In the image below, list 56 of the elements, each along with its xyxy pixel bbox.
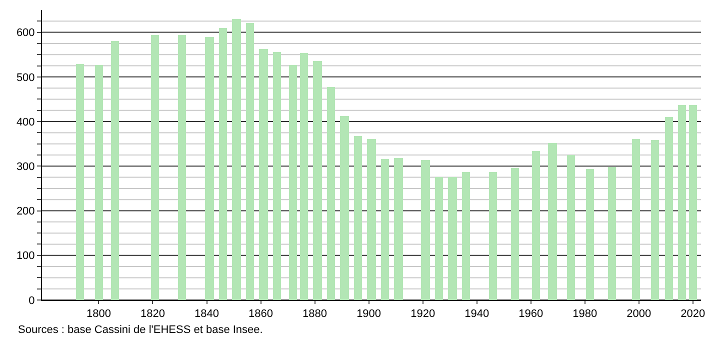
bar — [219, 28, 227, 300]
x-tick-label: 2020 — [680, 308, 706, 320]
bar — [381, 159, 389, 300]
y-tick-label: 0 — [28, 294, 35, 307]
y-tick-label: 300 — [16, 161, 35, 173]
x-tick-label: 1880 — [302, 308, 328, 320]
bar — [421, 160, 430, 300]
x-tick-label: 1920 — [410, 308, 436, 320]
x-tick-label: 1840 — [194, 308, 219, 320]
bar — [608, 167, 616, 300]
bar — [678, 105, 686, 300]
x-tick-label: 1940 — [464, 308, 490, 320]
bar — [273, 52, 281, 300]
source-note: Sources : base Cassini de l'EHESS et base Insee. — [18, 324, 263, 336]
bar — [111, 41, 119, 300]
bar — [689, 105, 697, 300]
bar — [567, 155, 575, 300]
bar — [354, 136, 362, 300]
x-tick-label: 1860 — [248, 308, 274, 320]
x-tick-label: 1980 — [572, 308, 598, 320]
bar — [511, 168, 519, 300]
bar — [151, 35, 159, 300]
y-tick-label: 200 — [16, 206, 35, 218]
bar — [586, 169, 594, 300]
bar — [665, 117, 673, 300]
x-tick-label: 1960 — [518, 308, 544, 320]
bar — [632, 139, 640, 300]
bar — [259, 49, 268, 300]
x-tick-label: 2000 — [626, 308, 652, 320]
bar — [289, 65, 297, 300]
bar — [300, 53, 308, 300]
bar — [76, 64, 84, 300]
bar — [178, 35, 186, 300]
bar — [532, 151, 540, 300]
bar — [489, 172, 497, 300]
bar — [232, 19, 241, 300]
bar — [205, 37, 214, 300]
bar — [651, 140, 659, 300]
x-tick-label: 1820 — [140, 308, 165, 320]
bar — [462, 172, 470, 300]
bar — [448, 177, 457, 300]
y-tick-label: 500 — [16, 72, 35, 84]
x-tick-label: 1800 — [86, 308, 111, 320]
bar — [327, 87, 335, 300]
bar — [340, 116, 349, 300]
y-tick-label: 400 — [16, 116, 35, 128]
bar — [246, 23, 254, 300]
bar — [313, 61, 322, 300]
bar — [548, 143, 557, 300]
bar — [394, 158, 403, 300]
y-tick-label: 100 — [16, 250, 35, 262]
y-tick-label: 600 — [16, 27, 35, 40]
bar — [435, 177, 443, 300]
x-tick-label: 1900 — [356, 308, 382, 320]
bar — [95, 65, 103, 300]
bar — [367, 139, 376, 300]
